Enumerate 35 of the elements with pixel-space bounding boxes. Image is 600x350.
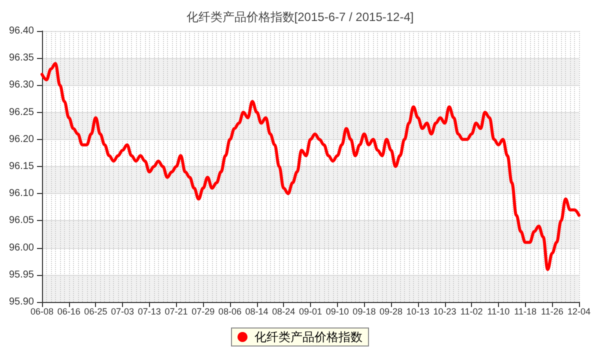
x-tick-label: 11-10 — [487, 306, 510, 316]
x-tick-label: 06-16 — [57, 306, 80, 316]
x-tick-label: 08-14 — [245, 306, 268, 316]
x-tick-label: 10-13 — [406, 306, 430, 316]
x-tick-label: 11-18 — [514, 306, 536, 316]
y-tick-label: 96.05 — [8, 215, 34, 226]
x-tick-label: 07-13 — [138, 306, 161, 316]
x-tick-label: 10-23 — [433, 306, 456, 316]
x-tick-label: 12-04 — [567, 306, 591, 316]
y-tick-label: 96.20 — [8, 134, 34, 145]
x-tick-label: 06-25 — [84, 306, 108, 316]
y-tick-label: 96.00 — [8, 242, 34, 254]
chart-title: 化纤类产品价格指数[2015-6-7 / 2015-12-4] — [186, 10, 414, 24]
x-tick-label: 08-06 — [218, 306, 242, 316]
y-tick-label: 95.95 — [8, 269, 34, 280]
x-tick-label: 09-10 — [326, 306, 349, 316]
x-tick-label: 06-08 — [30, 306, 54, 316]
x-tick-label: 07-29 — [192, 306, 215, 316]
y-tick-label: 96.15 — [8, 161, 34, 172]
legend-label: 化纤类产品价格指数 — [254, 330, 362, 344]
y-tick-label: 95.90 — [8, 296, 34, 308]
x-tick-label: 09-18 — [352, 306, 376, 316]
line-series — [40, 62, 580, 271]
x-tick-label: 09-28 — [380, 306, 403, 316]
y-tick-label: 96.10 — [8, 188, 34, 200]
y-tick-label: 96.25 — [8, 106, 34, 118]
x-tick-label: 07-21 — [164, 306, 188, 316]
y-tick-label: 96.35 — [8, 52, 34, 64]
y-tick-label: 96.30 — [8, 80, 34, 91]
x-tick-label: 09-01 — [298, 306, 322, 316]
x-tick-label: 11-26 — [540, 306, 564, 316]
x-tick-label: 07-03 — [111, 306, 134, 316]
x-tick-label: 11-02 — [460, 306, 483, 316]
x-tick-label: 08-24 — [272, 306, 296, 316]
y-tick-label: 96.40 — [8, 26, 34, 36]
